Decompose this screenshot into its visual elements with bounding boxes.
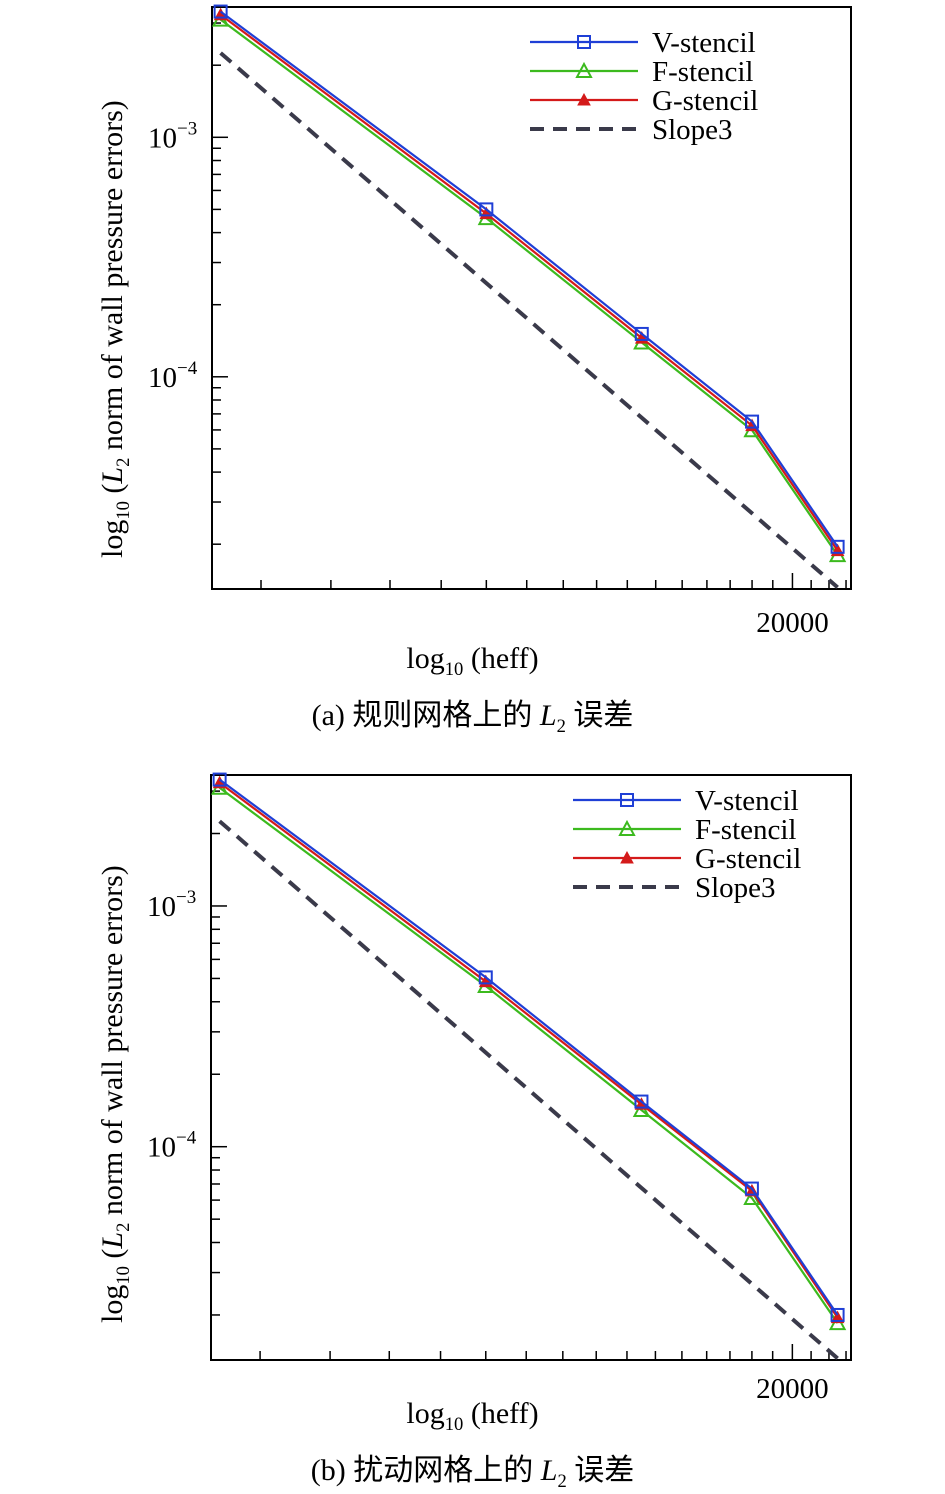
square-marker (634, 1094, 649, 1109)
y-minor-ticks (211, 790, 227, 1316)
plot-frame (210, 774, 852, 1361)
filled-triangle-marker (830, 1310, 845, 1324)
legend-label: G-stencil (652, 85, 758, 117)
y-minor-ticks (212, 22, 228, 545)
legend-label: G-stencil (695, 843, 801, 875)
legend-label: V-stencil (652, 27, 756, 59)
panel-b: 20000 10−3 10−4 V-stencil F-stencil G-stencil… (0, 747, 945, 1494)
series-v-stencil (212, 772, 845, 1322)
panel-caption: (a) 规则网格上的 L2 误差 (311, 699, 634, 737)
legend-label: F-stencil (695, 814, 797, 846)
legend-label: F-stencil (652, 56, 754, 88)
legend-label: Slope3 (652, 114, 733, 146)
square-marker (634, 326, 649, 341)
series-line (219, 10, 839, 548)
series-line (218, 778, 839, 1316)
square-marker (479, 202, 494, 217)
chart-a: 20000 10−3 10−4 V-stencilF-stencilG-stencil… (148, 4, 852, 639)
y-axis-label: log10 (L2 norm of wall pressure errors) (96, 100, 134, 558)
square-marker (620, 793, 634, 807)
square-marker (830, 539, 845, 554)
y-tick-label: 10−3 (148, 118, 197, 154)
y-tick-label: 10−3 (147, 887, 196, 923)
series-slope3 (219, 51, 839, 589)
y-axis-label: log10 (L2 norm of wall pressure errors) (96, 865, 134, 1323)
filled-triangle-marker (620, 850, 634, 864)
y-tick-label: 10−4 (147, 1128, 197, 1164)
square-marker (577, 35, 591, 49)
x-axis-label: log10 (heff) (406, 1397, 539, 1435)
triangle-marker (575, 61, 593, 78)
square-marker (212, 772, 227, 787)
triangle-marker (618, 819, 636, 836)
legend-label: Slope3 (695, 872, 776, 904)
square-marker (478, 970, 493, 985)
series-line (219, 51, 839, 589)
x-minor-ticks (259, 1344, 847, 1360)
chart-b: 20000 10−3 10−4 V-stencilF-stencilG-stencil… (147, 772, 852, 1405)
plot-frame (211, 6, 852, 590)
filled-triangle-marker (577, 92, 591, 106)
square-marker (745, 414, 760, 429)
x-tick-label: 20000 (756, 607, 829, 639)
panel-caption: (b) 扰动网格上的 L2 误差 (310, 1454, 635, 1492)
x-minor-ticks (260, 573, 847, 589)
square-marker (830, 1307, 845, 1322)
x-tick-label: 20000 (756, 1373, 829, 1405)
series-v-stencil (213, 4, 845, 554)
y-tick-label: 10−4 (148, 358, 198, 394)
series-line (218, 786, 839, 1324)
square-marker (213, 4, 228, 19)
x-axis-label: log10 (heff) (406, 642, 539, 680)
panel-a: 20000 10−3 10−4 V-stencil F-stencil G-stencil… (96, 4, 852, 737)
legend-label: V-stencil (695, 785, 799, 817)
square-marker (744, 1181, 759, 1196)
